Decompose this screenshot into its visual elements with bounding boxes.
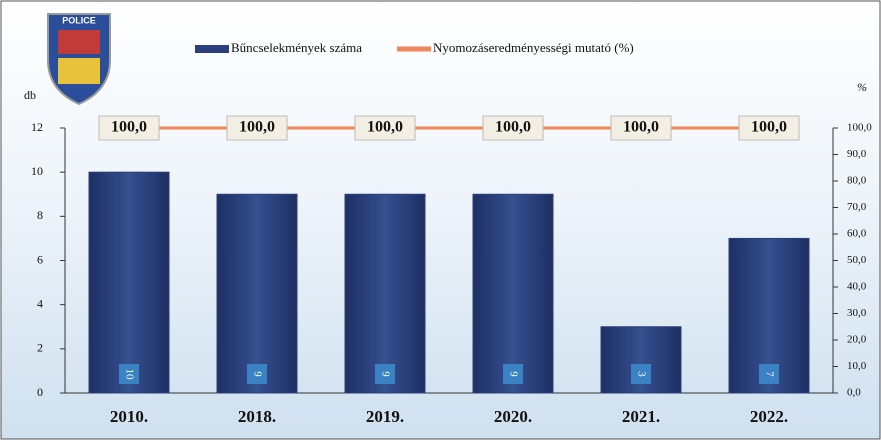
- line-value-label: 100,0: [623, 119, 659, 136]
- y-tick-label: 2: [37, 341, 43, 355]
- x-tick-label: 2019.: [366, 407, 404, 426]
- y2-tick-label: 20,0: [847, 334, 867, 346]
- bar-value-label: 7: [763, 371, 775, 377]
- y2-tick-label: 30,0: [847, 307, 867, 319]
- chart: POLICE db% 0 2 4 6 8 10 12 0,0 10,0 20,0 30,0 40,0 50…: [0, 0, 881, 440]
- line-value-label: 100,0: [111, 119, 147, 136]
- y2-tick-label: 10,0: [847, 360, 867, 372]
- y2-tick-label: 60,0: [847, 228, 867, 240]
- x-tick-label: 2021.: [622, 407, 660, 426]
- bar-value-label: 10: [123, 369, 135, 381]
- bar: [89, 172, 169, 393]
- bar-value-label: 9: [507, 371, 519, 377]
- y-tick-label: 10: [31, 164, 43, 178]
- y-tick-label: 0: [37, 385, 43, 399]
- legend-swatch: [195, 45, 229, 53]
- y-tick-label: 6: [37, 252, 43, 266]
- legend-label: Nyomozáseredményességi mutató (%): [433, 40, 634, 55]
- bar: [345, 194, 425, 393]
- y-tick-label: 12: [31, 120, 43, 134]
- line-value-label: 100,0: [239, 119, 275, 136]
- y2-tick-label: 0,0: [847, 387, 861, 399]
- y-tick-label: 4: [37, 296, 43, 310]
- bar: [217, 194, 297, 393]
- y2-tick-label: 80,0: [847, 175, 867, 187]
- x-tick-label: 2018.: [238, 407, 276, 426]
- y-tick-label: 8: [37, 208, 43, 222]
- line-value-label: 100,0: [495, 119, 531, 136]
- bar-value-label: 3: [635, 371, 647, 377]
- y2-tick-label: 40,0: [847, 281, 867, 293]
- y2-tick-label: 70,0: [847, 201, 867, 213]
- y2-tick-label: 100,0: [847, 122, 872, 134]
- legend-label: Bűncselekmények száma: [231, 40, 362, 55]
- y2-tick-label: 90,0: [847, 148, 867, 160]
- y2-tick-label: 50,0: [847, 254, 867, 266]
- bar-value-label: 9: [379, 371, 391, 377]
- line-value-label: 100,0: [751, 119, 787, 136]
- bar-value-label: 9: [251, 371, 263, 377]
- bar: [473, 194, 553, 393]
- logo-text: POLICE: [62, 15, 96, 25]
- x-tick-label: 2020.: [494, 407, 532, 426]
- x-tick-label: 2022.: [750, 407, 788, 426]
- line-value-label: 100,0: [367, 119, 403, 136]
- y2-axis-label: %: [857, 80, 867, 94]
- y-axis-label: db: [24, 88, 36, 102]
- x-tick-label: 2010.: [110, 407, 148, 426]
